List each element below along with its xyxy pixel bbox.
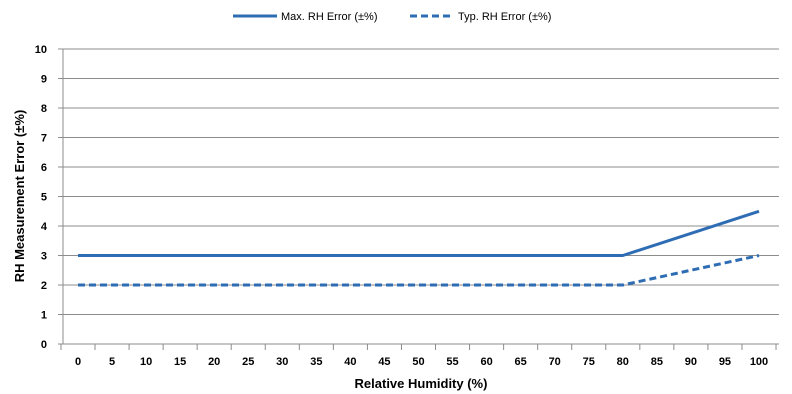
x-tick-label: 45 xyxy=(378,356,390,368)
axes xyxy=(58,48,779,350)
x-tick-labels: 0 5 10 15 20 25 30 35 40 45 50 55 60 65 70 75 80 85 90 95 10… xyxy=(75,356,768,368)
gridlines xyxy=(63,48,779,315)
x-tick-label: 30 xyxy=(276,356,288,368)
x-tick-label: 60 xyxy=(480,356,492,368)
series-line-typ xyxy=(78,254,760,287)
y-tick-label: 8 xyxy=(41,103,47,115)
series-line-max xyxy=(78,209,760,257)
x-tick-label: 35 xyxy=(310,356,322,368)
x-tick-label: 25 xyxy=(242,356,254,368)
series-lines xyxy=(78,209,760,287)
x-tick-label: 55 xyxy=(446,356,458,368)
x-tick-label: 65 xyxy=(515,356,527,368)
y-tick-label: 1 xyxy=(41,310,47,322)
x-tick-label: 15 xyxy=(174,356,186,368)
y-tick-label: 2 xyxy=(41,280,47,292)
x-tick-label: 100 xyxy=(750,356,768,368)
x-axis-title: Relative Humidity (%) xyxy=(355,376,488,391)
legend-label-typ: Typ. RH Error (±%) xyxy=(458,11,551,23)
legend: Max. RH Error (±%) Typ. RH Error (±%) xyxy=(233,11,551,23)
x-tick-label: 5 xyxy=(109,356,115,368)
x-tick-label: 70 xyxy=(549,356,561,368)
y-tick-label: 7 xyxy=(41,133,47,145)
x-tick-label: 40 xyxy=(344,356,356,368)
x-tick-label: 80 xyxy=(617,356,629,368)
y-tick-label: 9 xyxy=(41,74,47,86)
y-tick-label: 10 xyxy=(35,44,47,56)
legend-label-max: Max. RH Error (±%) xyxy=(281,11,377,23)
x-tick-label: 95 xyxy=(719,356,731,368)
y-tick-label: 4 xyxy=(41,221,48,233)
x-tick-label: 0 xyxy=(75,356,81,368)
x-tick-label: 10 xyxy=(140,356,152,368)
x-tick-label: 85 xyxy=(651,356,663,368)
y-tick-label: 6 xyxy=(41,162,47,174)
x-tick-label: 90 xyxy=(685,356,697,368)
y-tick-labels: 0 1 2 3 4 5 6 7 8 9 10 xyxy=(35,44,48,351)
y-tick-label: 5 xyxy=(41,192,47,204)
y-tick-label: 3 xyxy=(41,251,47,263)
x-tick-label: 50 xyxy=(412,356,424,368)
x-tick-label: 75 xyxy=(583,356,595,368)
x-tick-label: 20 xyxy=(208,356,220,368)
y-tick-label: 0 xyxy=(41,339,47,351)
y-axis-title: RH Measurement Error (±%) xyxy=(12,110,27,283)
